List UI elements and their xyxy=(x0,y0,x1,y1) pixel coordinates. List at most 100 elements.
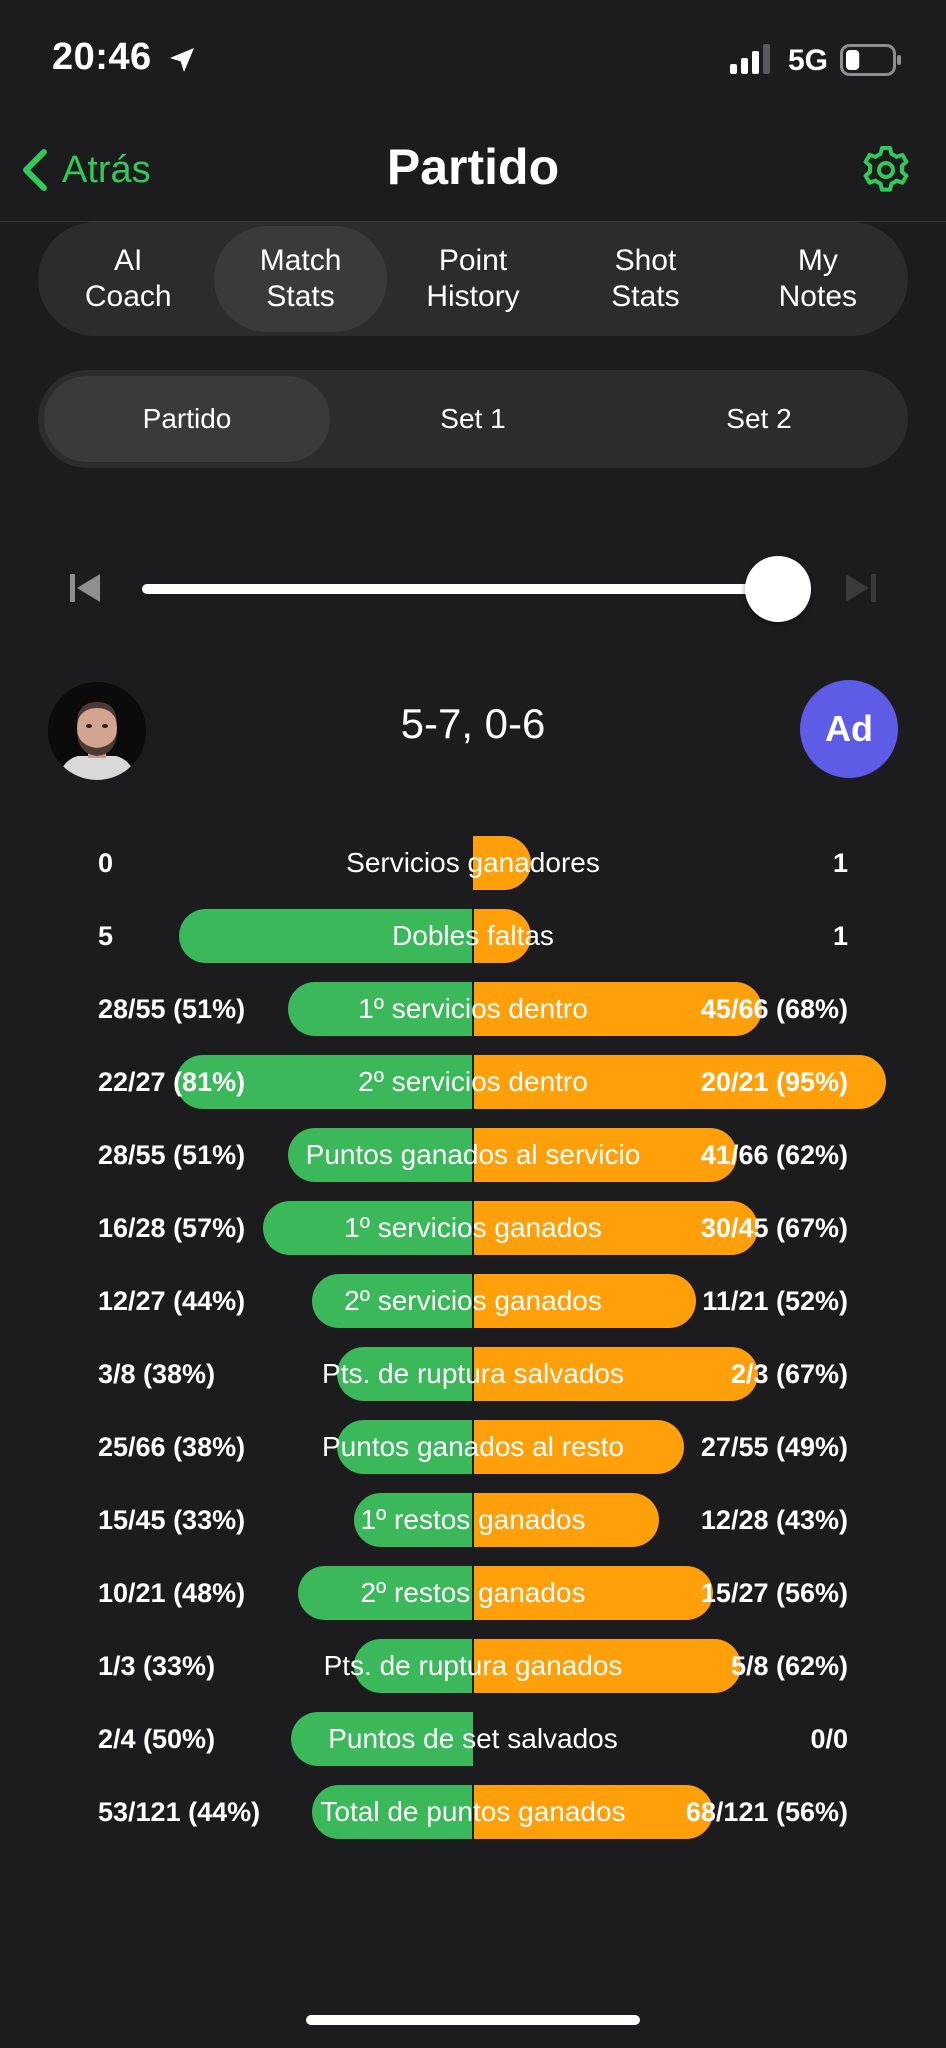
slider-thumb[interactable] xyxy=(745,556,811,622)
opponent-stat-value: 41/66 (62%) xyxy=(700,1140,848,1170)
player-stat-bar xyxy=(298,1566,473,1620)
stat-row: 1/3 (33%) Pts. de ruptura ganados 5/8 (62%… xyxy=(0,1631,946,1704)
player-stat-value: 28/55 (51%) xyxy=(98,994,246,1024)
player-stat-value: 3/8 (38%) xyxy=(98,1359,216,1389)
opponent-stat-bar xyxy=(473,1055,886,1109)
bar-divider xyxy=(472,1785,474,1839)
bar-divider xyxy=(472,1493,474,1547)
stat-row: 10/21 (48%) 2º restos ganados 15/27 (56%) xyxy=(0,1558,946,1631)
stat-label: Pts. de ruptura salvados xyxy=(322,1358,624,1389)
player-stat-value: 2/4 (50%) xyxy=(98,1724,216,1754)
stat-label: Puntos ganados al servicio xyxy=(305,1139,641,1170)
player-stat-value: 22/27 (81%) xyxy=(98,1067,246,1097)
opponent-stat-bar xyxy=(473,1128,738,1182)
opponent-stat-value: 5/8 (62%) xyxy=(730,1651,848,1681)
bar-divider xyxy=(472,1201,474,1255)
player-stat-bar xyxy=(175,1055,473,1109)
player-stat-value: 15/45 (33%) xyxy=(98,1505,246,1535)
bar-divider xyxy=(472,1274,474,1328)
page-title: Partido xyxy=(386,139,560,195)
stat-label: 1º restos ganados xyxy=(360,1504,586,1535)
stat-row: 12/27 (44%) 2º servicios ganados 11/21 (52… xyxy=(0,1266,946,1339)
stat-row: 28/55 (51%) Puntos ganados al servicio 41/… xyxy=(0,1120,946,1193)
opponent-stat-value: 0/0 xyxy=(810,1724,848,1754)
player-stat-value: 1/3 (33%) xyxy=(98,1651,216,1681)
home-indicator[interactable] xyxy=(306,2015,640,2025)
stat-row: 5 Dobles faltas 1 xyxy=(0,901,946,974)
player-photo xyxy=(48,682,146,780)
player-stat-value: 5 xyxy=(98,921,114,951)
player-stat-bar xyxy=(291,1712,473,1766)
gear-icon[interactable] xyxy=(860,144,912,196)
main-tabs: AI Coach Match Stats Point History Shot Sta… xyxy=(38,222,908,336)
stat-label: 2º servicios dentro xyxy=(358,1066,588,1097)
bar-divider xyxy=(472,1639,474,1693)
player-stat-bar xyxy=(354,1639,473,1693)
segment-partido[interactable]: Partido xyxy=(44,376,330,462)
player-stat-value: 0 xyxy=(98,848,114,878)
stat-row: 0 Servicios ganadores 1 xyxy=(0,828,946,901)
set-selector: Partido Set 1 Set 2 xyxy=(38,370,908,468)
stat-row: 15/45 (33%) 1º restos ganados 12/28 (43%) xyxy=(0,1485,946,1558)
opponent-stat-bar xyxy=(473,1347,758,1401)
player-stat-value: 25/66 (38%) xyxy=(98,1432,246,1462)
stat-label: 1º servicios dentro xyxy=(358,993,588,1024)
opponent-stat-value: 15/27 (56%) xyxy=(700,1578,848,1608)
opponent-stat-value: 45/66 (68%) xyxy=(700,994,848,1024)
bar-divider xyxy=(472,1055,474,1109)
stat-label: Servicios ganadores xyxy=(346,847,600,878)
player-avatar[interactable] xyxy=(48,682,146,780)
opponent-stat-value: 20/21 (95%) xyxy=(700,1067,848,1097)
status-bar: 20:46 5G xyxy=(0,0,946,120)
location-arrow-icon xyxy=(170,48,194,72)
segment-set-2[interactable]: Set 2 xyxy=(726,403,792,434)
tab-ai-coach[interactable]: AI Coach xyxy=(84,244,172,313)
back-label: Atrás xyxy=(62,148,151,191)
stat-row: 2/4 (50%) Puntos de set salvados 0/0 xyxy=(0,1704,946,1777)
player-stat-value: 16/28 (57%) xyxy=(98,1213,246,1243)
player-stat-bar xyxy=(354,1493,473,1547)
stat-label: Pts. de ruptura ganados xyxy=(323,1650,623,1681)
bar-divider xyxy=(472,1128,474,1182)
opponent-stat-value: 2/3 (67%) xyxy=(730,1359,848,1389)
stat-row: 3/8 (38%) Pts. de ruptura salvados 2/3 (67… xyxy=(0,1339,946,1412)
skip-to-start-icon[interactable] xyxy=(68,570,102,606)
opponent-stat-bar xyxy=(473,1785,713,1839)
chevron-left-icon xyxy=(23,149,47,191)
stat-row: 53/121 (44%) Total de puntos ganados 68/12… xyxy=(0,1777,946,1850)
stat-row: 28/55 (51%) 1º servicios dentro 45/66 (68%… xyxy=(0,974,946,1047)
stat-label: Puntos de set salvados xyxy=(328,1723,618,1754)
opponent-stat-value: 68/121 (56%) xyxy=(685,1797,848,1827)
slider-fill xyxy=(142,584,774,594)
player-stat-bar xyxy=(312,1274,473,1328)
opponent-stat-bar xyxy=(473,909,531,963)
opponent-stat-value: 11/21 (52%) xyxy=(702,1286,848,1316)
opponent-stat-bar xyxy=(473,1201,758,1255)
opponent-avatar[interactable]: Ad xyxy=(800,680,898,778)
stat-label: 2º restos ganados xyxy=(360,1577,586,1608)
opponent-stat-value: 1 xyxy=(832,921,848,951)
player-stat-value: 12/27 (44%) xyxy=(98,1286,246,1316)
player-stat-bar xyxy=(287,1128,473,1182)
segment-set-1[interactable]: Set 1 xyxy=(440,403,506,434)
player-stat-value: 10/21 (48%) xyxy=(98,1578,246,1608)
opponent-stat-value: 1 xyxy=(832,848,848,878)
stat-label: Total de puntos ganados xyxy=(320,1796,626,1827)
tab-point-history[interactable]: Point History xyxy=(426,244,520,313)
stats-comparison: 0 Servicios ganadores 1 5 Dobles faltas 1 28/5… xyxy=(0,828,946,1850)
tab-shot-stats[interactable]: Shot Stats xyxy=(611,244,680,313)
opponent-stat-bar xyxy=(473,982,763,1036)
tab-match-stats[interactable]: Match Stats xyxy=(214,226,387,332)
player-stat-bar xyxy=(336,1347,473,1401)
player-stat-value: 53/121 (44%) xyxy=(98,1797,261,1827)
opponent-stat-bar xyxy=(473,1493,659,1547)
player-stat-bar xyxy=(263,1201,473,1255)
tab-my-notes[interactable]: My Notes xyxy=(778,244,858,313)
opponent-stat-value: 30/45 (67%) xyxy=(700,1213,848,1243)
stat-label: Puntos ganados al resto xyxy=(322,1431,624,1462)
skip-to-end-icon[interactable] xyxy=(844,570,878,606)
back-button[interactable]: Atrás xyxy=(16,142,151,198)
player-stat-value: 28/55 (51%) xyxy=(98,1140,246,1170)
slider-track[interactable] xyxy=(142,584,774,594)
opponent-stat-bar xyxy=(473,1420,684,1474)
